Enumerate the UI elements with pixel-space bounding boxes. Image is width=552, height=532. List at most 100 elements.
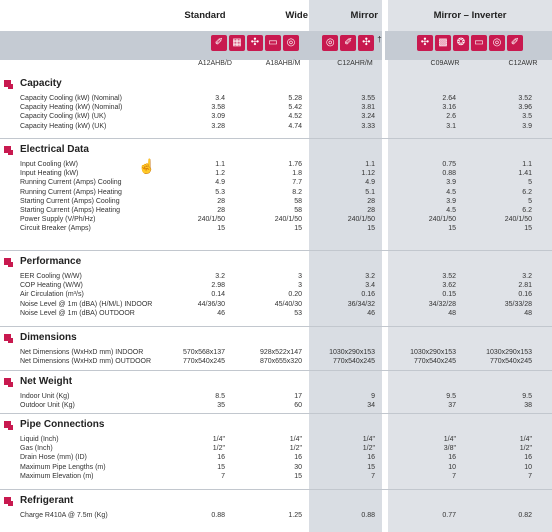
table-row: Capacity Heating (kW) (Nominal) 3.58 5.42 3… (0, 103, 552, 112)
row-label: Net Dimensions (WxHxD mm) OUTDOOR (20, 358, 152, 366)
section-marker (4, 497, 13, 506)
header-standard-label: Standard (184, 10, 226, 21)
row-value: 240/1/50 (274, 216, 302, 224)
row-value: 240/1/50 (347, 216, 375, 224)
row-value: 15 (524, 225, 532, 233)
row-value: 4.5 (446, 207, 456, 214)
row-value: 48 (524, 309, 532, 317)
row-value: 28 (367, 197, 375, 205)
row-label: Liquid (Inch) (20, 436, 59, 443)
table-row: COP Heating (W/W) 2.98 3 3.4 3.62 2.81 (0, 281, 552, 290)
column-shade-mirror (309, 0, 382, 532)
row-value: 1.1 (365, 161, 375, 168)
row-value: 16 (448, 454, 456, 462)
row-value: 35 (217, 402, 225, 410)
row-value: 240/1/50 (504, 216, 532, 224)
row-label: Starting Current (Amps) Cooling (20, 197, 120, 205)
row-value: 1/2" (289, 445, 302, 453)
row-value: 6.2 (522, 207, 532, 214)
row-label: Maximum Pipe Lengths (m) (20, 463, 106, 471)
row-label: Charge R410A @ 7.5m (Kg) (20, 512, 108, 519)
section-marker (4, 378, 13, 387)
section-title: Capacity (20, 78, 62, 89)
row-value: 3.52 (518, 95, 532, 102)
row-label: EER Cooling (W/W) (20, 273, 82, 280)
row-value: 16 (294, 454, 302, 462)
circle-icon: ❂ (453, 35, 469, 51)
row-label: Noise Level @ 1m (dBA) (H/M/L) INDOOR (20, 300, 153, 308)
row-value: 0.88 (211, 512, 225, 519)
model-inverter-09: C09AWR (430, 60, 460, 67)
row-value: 2.6 (446, 113, 456, 121)
row-value: 46 (367, 309, 375, 317)
icons-mirror: ◎ ✐ ✣ † (322, 35, 382, 55)
row-value: 36/34/32 (347, 300, 375, 308)
row-value: 4.5 (446, 188, 456, 196)
row-label: Drain Hose (mm) (ID) (20, 454, 87, 462)
row-value: 35/33/28 (504, 300, 532, 308)
row-value: 3.96 (518, 104, 532, 112)
filter-icon: ▭ (265, 35, 281, 51)
row-label: Running Current (Amps) Heating (20, 188, 122, 196)
row-label: Gas (Inch) (20, 445, 53, 453)
four-way-icon: ✣ (417, 35, 433, 51)
row-value: 1/4" (289, 436, 302, 443)
row-value: 1.2 (215, 170, 225, 178)
table-row: Input Heating (kW) 1.2 1.8 1.12 0.88 1.41 (0, 169, 552, 178)
section-marker (4, 258, 13, 267)
row-value: 1.25 (288, 512, 302, 519)
row-value: 3.2 (365, 273, 375, 280)
table-row: Gas (Inch) 1/2" 1/2" 1/2" 3/8" 1/2" (0, 444, 552, 453)
row-value: 1/4" (519, 436, 532, 443)
section-divider (0, 413, 552, 414)
dual-filter-icon: ▦ (229, 35, 245, 51)
row-value: 15 (294, 472, 302, 480)
row-label: Net Dimensions (WxHxD mm) INDOOR (20, 349, 144, 356)
row-value: 1.1 (215, 161, 225, 168)
row-value: 0.15 (442, 291, 456, 299)
row-value: 7 (528, 472, 532, 480)
row-label: Air Circulation (m³/s) (20, 291, 84, 299)
row-value: 4.9 (215, 179, 225, 187)
table-row: Starting Current (Amps) Cooling 28 58 28 3.9… (0, 197, 552, 206)
hand-cursor-icon: ☝ (138, 158, 156, 174)
header-standard: Standard (160, 0, 250, 31)
row-value: 870x655x320 (259, 358, 302, 366)
row-value: 0.16 (361, 291, 375, 299)
row-value: 8.2 (292, 188, 302, 196)
row-value: 44/36/30 (197, 300, 225, 308)
row-value: 2.64 (442, 95, 456, 102)
row-value: 3.2 (522, 273, 532, 280)
table-row: Input Cooling (kW) 1.1 1.76 1.1 0.75 1.1 (0, 160, 552, 169)
icons-inverter: ✣ ▩ ❂ ▭ ◎ ✐ (390, 35, 550, 55)
row-value: 1.12 (361, 170, 375, 178)
row-value: 5.1 (365, 188, 375, 196)
row-value: 3.2 (215, 273, 225, 280)
header-wide: Wide (250, 0, 312, 31)
row-value: 15 (217, 225, 225, 233)
row-value: 16 (367, 454, 375, 462)
row-value: 1.1 (522, 161, 532, 168)
section-marker (4, 334, 13, 343)
section-marker (4, 421, 13, 430)
row-value: 1/2" (362, 445, 375, 453)
row-value: 9.5 (446, 393, 456, 400)
table-row: Running Current (Amps) Heating 5.3 8.2 5.1 4… (0, 188, 552, 197)
row-value: 2.98 (211, 282, 225, 290)
row-value: 3.1 (446, 122, 456, 130)
row-value: 1/2" (212, 445, 225, 453)
row-value: 7 (221, 472, 225, 480)
row-value: 5.42 (288, 104, 302, 112)
section-title: Electrical Data (20, 144, 89, 155)
section-divider (0, 489, 552, 490)
row-value: 9.5 (522, 393, 532, 400)
row-value: 28 (217, 197, 225, 205)
row-value: 10 (524, 463, 532, 471)
row-value: 3.55 (361, 95, 375, 102)
table-row: Capacity Cooling (kW) (Nominal) 3.4 5.28 3.… (0, 94, 552, 103)
row-label: Indoor Unit (Kg) (20, 393, 70, 400)
row-value: 30 (294, 463, 302, 471)
auto-clean-icon: ◎ (489, 35, 505, 51)
swing-icon: ✐ (340, 35, 357, 51)
